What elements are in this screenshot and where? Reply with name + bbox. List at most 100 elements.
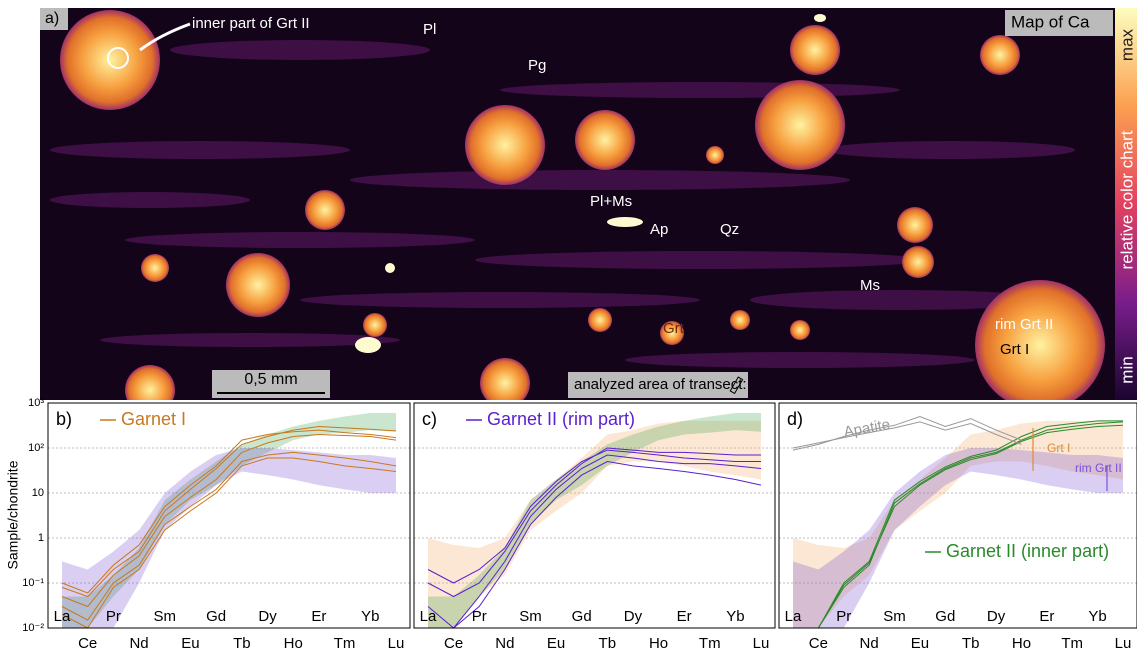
x-tick-label: Gd [206,608,226,625]
colorbar-max: max [1117,28,1136,61]
plot-frame [413,402,776,629]
x-tick-label: Pr [836,608,851,625]
bright-grain [814,14,826,22]
x-tick-label: Ho [1012,635,1031,652]
x-tick-label: Ce [78,635,97,652]
x-tick-label: Ho [649,635,668,652]
matrix-streak [300,292,700,308]
x-tick-label: La [54,608,71,625]
series-line [61,425,397,598]
x-tick-label: Pr [106,608,121,625]
map-label: Pg [528,57,546,74]
x-tick-label: Sm [519,608,542,625]
series-line [427,454,762,629]
x-tick-label: La [785,608,802,625]
series-label: Apatite [842,416,891,441]
x-tick-label: Lu [753,635,770,652]
garnet [755,80,845,170]
panel-label-box [40,8,68,30]
envelope [62,448,396,628]
matrix-streak [350,170,850,190]
x-tick-label: Tb [599,635,617,652]
panel-label: b) [56,409,72,429]
map-label: inner part of Grt II [192,15,310,32]
envelope [793,420,1123,628]
envelope [793,448,1123,628]
panel-label: a) [45,10,59,27]
matrix-streak [500,82,900,98]
matrix-streak [750,290,1050,310]
garnet [790,25,840,75]
legend-label: Garnet II (rim part) [487,409,635,429]
x-tick-label: Gd [935,608,955,625]
garnet [980,35,1020,75]
y-axis-label: Sample/chondrite [5,460,21,569]
series-line [793,421,1124,629]
garnet [465,105,545,185]
garnet [575,110,635,170]
charts: 10⁻²10⁻¹11010²10³LaCePrNdSmEuGdTbDyHoErT… [22,397,1137,652]
garnet [125,365,175,400]
x-tick-label: Er [677,608,692,625]
y-tick-label: 10⁻¹ [22,577,44,589]
garnet [480,358,530,400]
map-label: Grt [663,320,685,337]
legend-label: Garnet II (inner part) [946,541,1109,561]
x-tick-label: Tm [334,635,356,652]
x-tick-label: Nd [860,635,879,652]
transect-legend: analyzed area of transect: [574,376,747,393]
x-tick-label: Nd [495,635,514,652]
garnet [363,313,387,337]
garnet [305,190,345,230]
plot-frame [778,402,1137,629]
x-tick-label: Sm [154,608,177,625]
series-line [428,460,762,629]
matrix-streak [100,333,400,347]
garnet [897,207,933,243]
x-tick-label: La [420,608,437,625]
pointer [139,22,191,52]
map-label: Qz [720,221,739,238]
x-tick-label: Tb [962,635,980,652]
garnet [226,253,290,317]
x-tick-label: Tm [699,635,721,652]
bright-grain [607,217,643,227]
series-line [427,447,761,598]
x-tick-label: Dy [258,608,277,625]
annotation: Grt I [1047,441,1070,455]
matrix-streak [475,251,925,269]
matrix-streak [825,141,1075,159]
series-line [793,420,1123,629]
x-tick-label: Ce [809,635,828,652]
x-tick-label: Er [1039,608,1054,625]
series-line [793,424,1124,629]
transect-legend-box [568,372,748,398]
envelope [428,420,761,628]
y-tick-label: 10⁻² [22,622,44,634]
transect-icon [729,376,744,395]
matrix-streak [50,192,250,208]
x-tick-label: Yb [726,608,744,625]
x-tick-label: Gd [572,608,592,625]
matrix-streak [125,232,475,248]
x-tick-label: Ce [444,635,463,652]
x-tick-label: Eu [181,635,199,652]
x-tick-label: Yb [361,608,379,625]
bright-grain [385,263,395,273]
map-label: Ap [650,221,668,238]
annotation: rim Grt II [1075,461,1122,475]
matrix-streak [50,141,350,159]
x-tick-label: Pr [472,608,487,625]
map-label: Pl [423,21,436,38]
panel-label: d) [787,409,803,429]
colorbar-label: relative color chart [1117,130,1136,269]
series-line [61,429,397,594]
legend-label: Garnet I [121,409,186,429]
x-tick-label: Er [311,608,326,625]
x-tick-label: Eu [547,635,565,652]
map-label: rim Grt II [995,316,1053,333]
map [40,8,1137,400]
x-tick-label: Ho [284,635,303,652]
colorbar [1115,8,1137,400]
garnet [790,320,810,340]
